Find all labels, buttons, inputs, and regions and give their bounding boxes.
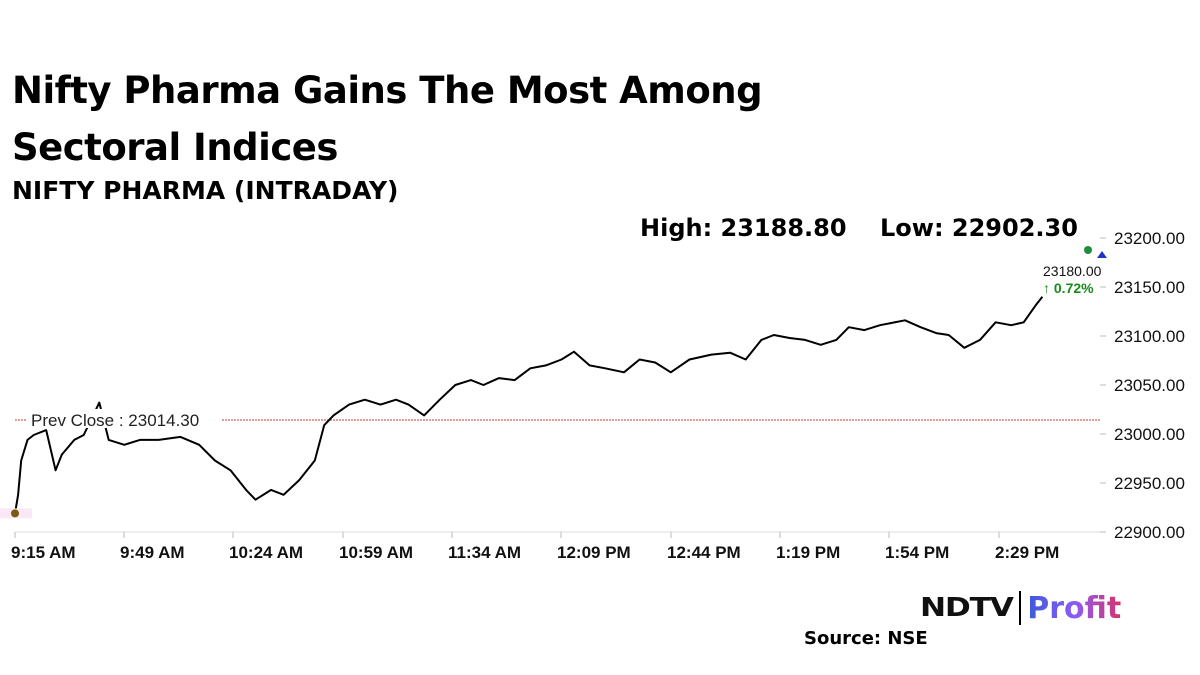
ndtv-profit-logo: NDTV Profit [920, 590, 1121, 626]
x-tick-label: 12:44 PM [667, 543, 741, 562]
y-tick-label: 22900.00 [1114, 523, 1185, 542]
x-tick-label: 10:24 AM [229, 543, 303, 562]
logo-profit: Profit [1027, 590, 1122, 626]
high-marker-icon [1084, 246, 1092, 254]
x-tick-label: 11:34 AM [448, 543, 521, 562]
x-tick-label: 9:15 AM [11, 543, 76, 562]
chart-subtitle: NIFTY PHARMA (INTRADAY) [12, 176, 399, 205]
y-tick-label: 23150.00 [1114, 278, 1185, 297]
y-tick-label: 23200.00 [1114, 229, 1185, 248]
y-tick-label: 22950.00 [1114, 474, 1185, 493]
low-label: Low: 22902.30 [880, 214, 1078, 242]
logo-divider [1019, 591, 1022, 625]
change-percent-label: ↑ 0.72% [1043, 280, 1094, 296]
x-tick-label: 12:09 PM [557, 543, 631, 562]
y-tick-label: 23100.00 [1114, 327, 1185, 346]
high-label: High: 23188.80 [640, 214, 847, 242]
x-tick-label: 1:54 PM [885, 543, 949, 562]
source-note: Source: NSE [804, 628, 928, 649]
x-tick-label: 10:59 AM [339, 543, 413, 562]
x-tick-label: 9:49 AM [120, 543, 185, 562]
y-tick-label: 23050.00 [1114, 376, 1185, 395]
x-tick-label: 2:29 PM [995, 543, 1059, 562]
y-tick-label: 23000.00 [1114, 425, 1185, 444]
price-line [14, 296, 1044, 514]
prev-close-label-bg [26, 408, 222, 428]
start-marker [11, 509, 19, 518]
prev-close-label: Prev Close : 23014.30 [31, 411, 199, 430]
logo-ndtv: NDTV [920, 593, 1014, 623]
x-tick-label: 1:19 PM [776, 543, 840, 562]
last-value-label: 23180.00 [1043, 263, 1102, 279]
low-marker-icon [1097, 251, 1107, 258]
chart-title: Nifty Pharma Gains The Most Among Sector… [12, 69, 763, 169]
